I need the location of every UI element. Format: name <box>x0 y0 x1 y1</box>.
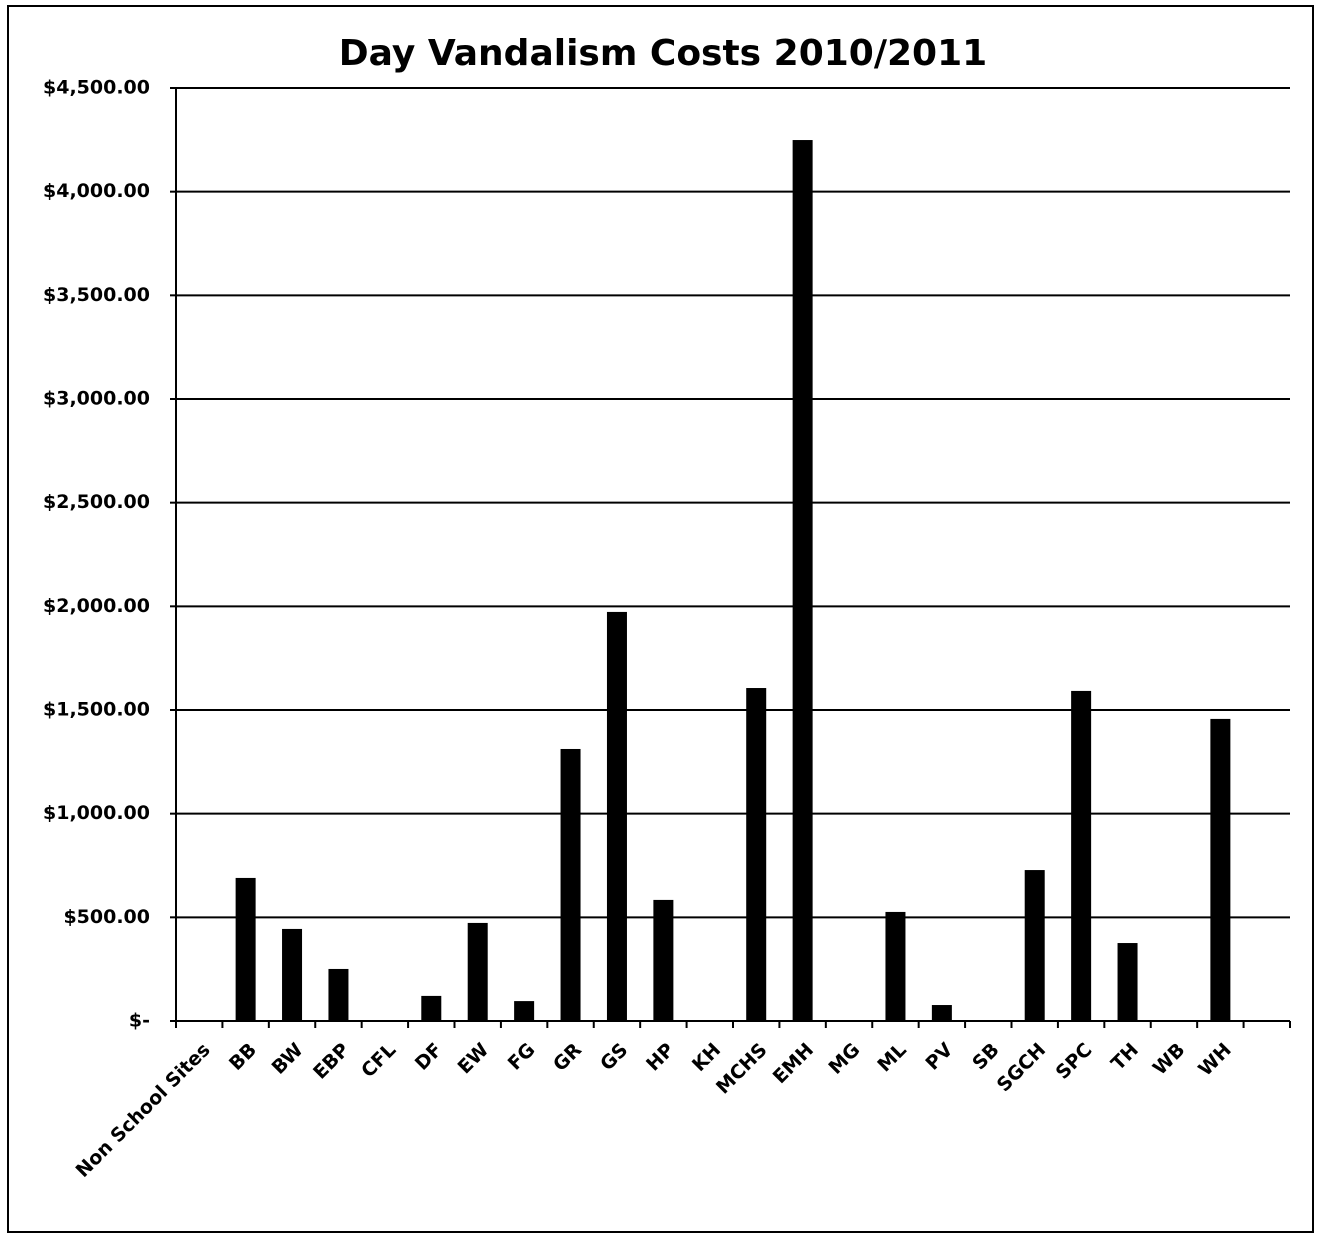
y-tick-label: $4,000.00 <box>43 180 150 202</box>
x-tick-label: SB <box>968 1039 1003 1074</box>
x-tick-label: MCHS <box>712 1039 772 1099</box>
y-tick-label: $4,500.00 <box>43 77 150 99</box>
y-tick-label: $3,000.00 <box>43 388 150 410</box>
x-tick-label: GR <box>549 1039 586 1076</box>
x-tick-label: SPC <box>1052 1039 1097 1084</box>
y-tick-label: $2,000.00 <box>43 595 150 617</box>
bar <box>653 899 674 1021</box>
x-tick-label: CFL <box>357 1039 400 1082</box>
x-tick-label: ML <box>873 1039 910 1076</box>
bar <box>560 748 581 1021</box>
y-tick-label: $3,500.00 <box>43 284 150 306</box>
x-tick-label: EMH <box>769 1039 818 1088</box>
bar <box>1071 690 1092 1021</box>
bar <box>1024 870 1045 1021</box>
bar <box>421 995 442 1021</box>
chart-border <box>7 5 1314 1233</box>
bar <box>328 968 349 1021</box>
y-tick-label: $500.00 <box>63 906 150 928</box>
x-tick-label: BB <box>225 1039 261 1075</box>
bar <box>282 928 303 1021</box>
bar <box>235 877 256 1021</box>
bar <box>1117 943 1138 1021</box>
x-tick-label: PV <box>921 1039 957 1075</box>
bar <box>1210 718 1231 1021</box>
x-tick-label: SGCH <box>993 1039 1050 1096</box>
x-tick-label: Non School Sites <box>72 1039 215 1182</box>
x-tick-label: MG <box>825 1039 865 1079</box>
y-tick-label: $2,500.00 <box>43 491 150 513</box>
bar <box>606 611 627 1021</box>
x-tick-label: GS <box>596 1039 632 1075</box>
x-tick-label: WB <box>1149 1039 1190 1080</box>
x-tick-label: EBP <box>309 1039 354 1084</box>
bar <box>931 1005 952 1021</box>
x-tick-label: FG <box>504 1039 540 1075</box>
bar <box>885 911 906 1021</box>
bar <box>514 1001 535 1021</box>
x-tick-label: EW <box>454 1039 494 1079</box>
x-tick-label: DF <box>411 1039 447 1075</box>
chart-title: Day Vandalism Costs 2010/2011 <box>339 33 987 74</box>
x-tick-label: BW <box>268 1039 308 1079</box>
x-tick-label: KH <box>688 1039 725 1076</box>
y-tick-label: $1,000.00 <box>43 802 150 824</box>
x-tick-label: HP <box>642 1039 679 1076</box>
y-tick-label: $- <box>129 1010 150 1032</box>
x-tick-label: TH <box>1107 1039 1143 1075</box>
x-tick-label: WH <box>1194 1039 1236 1081</box>
bar <box>792 140 813 1022</box>
bar <box>746 688 767 1021</box>
y-tick-label: $1,500.00 <box>43 699 150 721</box>
bar <box>467 922 488 1021</box>
